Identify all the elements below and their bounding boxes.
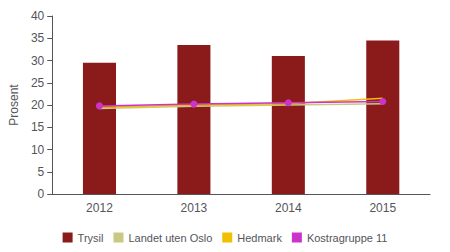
svg-text:2014: 2014 xyxy=(275,201,302,215)
svg-text:Prosent: Prosent xyxy=(7,84,21,126)
svg-text:2012: 2012 xyxy=(86,201,113,215)
svg-text:0: 0 xyxy=(38,187,45,201)
svg-text:35: 35 xyxy=(31,31,45,45)
svg-text:10: 10 xyxy=(31,143,45,157)
svg-text:30: 30 xyxy=(31,54,45,68)
svg-text:Trysil: Trysil xyxy=(78,232,104,244)
svg-text:40: 40 xyxy=(31,9,45,23)
svg-text:15: 15 xyxy=(31,120,45,134)
svg-text:Hedmark: Hedmark xyxy=(237,232,282,244)
svg-text:20: 20 xyxy=(31,98,45,112)
svg-text:25: 25 xyxy=(31,76,45,90)
svg-text:Kostragruppe 11: Kostragruppe 11 xyxy=(307,232,388,244)
svg-text:2013: 2013 xyxy=(181,201,208,215)
svg-text:2015: 2015 xyxy=(369,201,396,215)
svg-text:Landet uten Oslo: Landet uten Oslo xyxy=(128,232,212,244)
svg-text:5: 5 xyxy=(38,165,45,179)
